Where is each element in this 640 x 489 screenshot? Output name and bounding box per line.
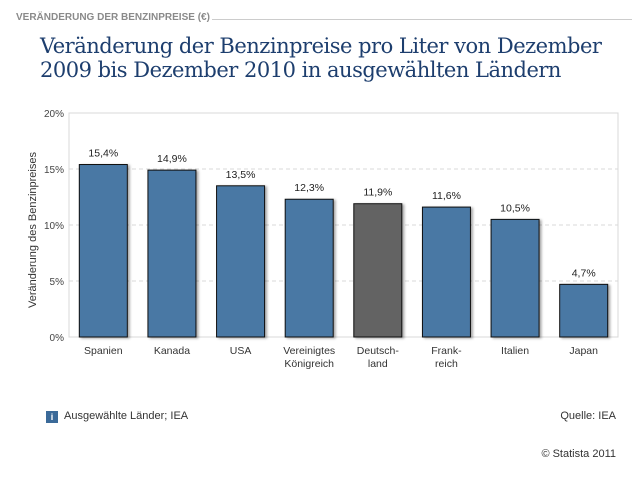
x-tick-label-line: land bbox=[368, 358, 388, 370]
x-tick-label: Italien bbox=[501, 345, 529, 357]
x-tick-label: USA bbox=[230, 345, 252, 357]
x-tick-label-line: Königreich bbox=[284, 358, 334, 370]
y-axis-label: Veränderung des Benzinpreises bbox=[27, 152, 39, 308]
bar bbox=[421, 206, 471, 338]
x-tick-label: Frank-reich bbox=[431, 345, 462, 370]
header-divider bbox=[212, 19, 632, 20]
x-tick-label-line: Kanada bbox=[154, 345, 190, 357]
copyright: © Statista 2011 bbox=[541, 448, 616, 460]
bar bbox=[147, 169, 197, 338]
y-tick-label: 20% bbox=[44, 109, 64, 120]
data-label: 10,5% bbox=[500, 202, 530, 214]
info-icon[interactable]: i bbox=[46, 411, 58, 423]
x-tick-label-line: USA bbox=[230, 345, 252, 357]
footnote: Ausgewählte Länder; IEA bbox=[64, 410, 189, 422]
data-label: 4,7% bbox=[572, 267, 596, 279]
x-tick-label-line: Spanien bbox=[84, 345, 123, 357]
x-tick-label: Deutsch-land bbox=[357, 345, 400, 370]
x-tick-label: Vereinigtes Königreich bbox=[283, 345, 335, 370]
x-tick-label-line: Deutsch- bbox=[357, 345, 400, 357]
data-label: 12,3% bbox=[294, 182, 324, 194]
data-label: 13,5% bbox=[226, 169, 256, 181]
data-label: 15,4% bbox=[88, 148, 118, 160]
data-label: 11,9% bbox=[363, 187, 392, 199]
x-tick-label-line: Japan bbox=[569, 345, 598, 357]
bar bbox=[78, 164, 128, 338]
bar bbox=[284, 198, 334, 338]
bar bbox=[490, 218, 540, 338]
x-tick-label-line: Vereinigtes bbox=[283, 345, 335, 357]
x-tick-label: Kanada bbox=[154, 345, 190, 357]
x-tick-label-line: Frank- bbox=[431, 345, 462, 357]
section-header: VERÄNDERUNG DER BENZINPREISE (€) bbox=[16, 12, 210, 23]
x-tick-label-line: reich bbox=[435, 358, 458, 370]
y-tick-label: 0% bbox=[50, 333, 65, 344]
bar bbox=[559, 283, 609, 338]
x-tick-label: Japan bbox=[569, 345, 598, 357]
data-label: 11,6% bbox=[432, 190, 461, 202]
y-tick-label: 5% bbox=[50, 277, 65, 288]
x-tick-label: Spanien bbox=[84, 345, 123, 357]
data-label: 14,9% bbox=[157, 153, 187, 165]
x-tick-label-line: Italien bbox=[501, 345, 529, 357]
y-tick-label: 10% bbox=[44, 221, 64, 232]
bar bbox=[216, 185, 266, 338]
chart-title: Veränderung der Benzinpreise pro Liter v… bbox=[40, 34, 602, 82]
source-label[interactable]: Quelle: IEA bbox=[560, 410, 616, 422]
bar bbox=[353, 203, 403, 338]
y-tick-label: 15% bbox=[44, 165, 64, 176]
